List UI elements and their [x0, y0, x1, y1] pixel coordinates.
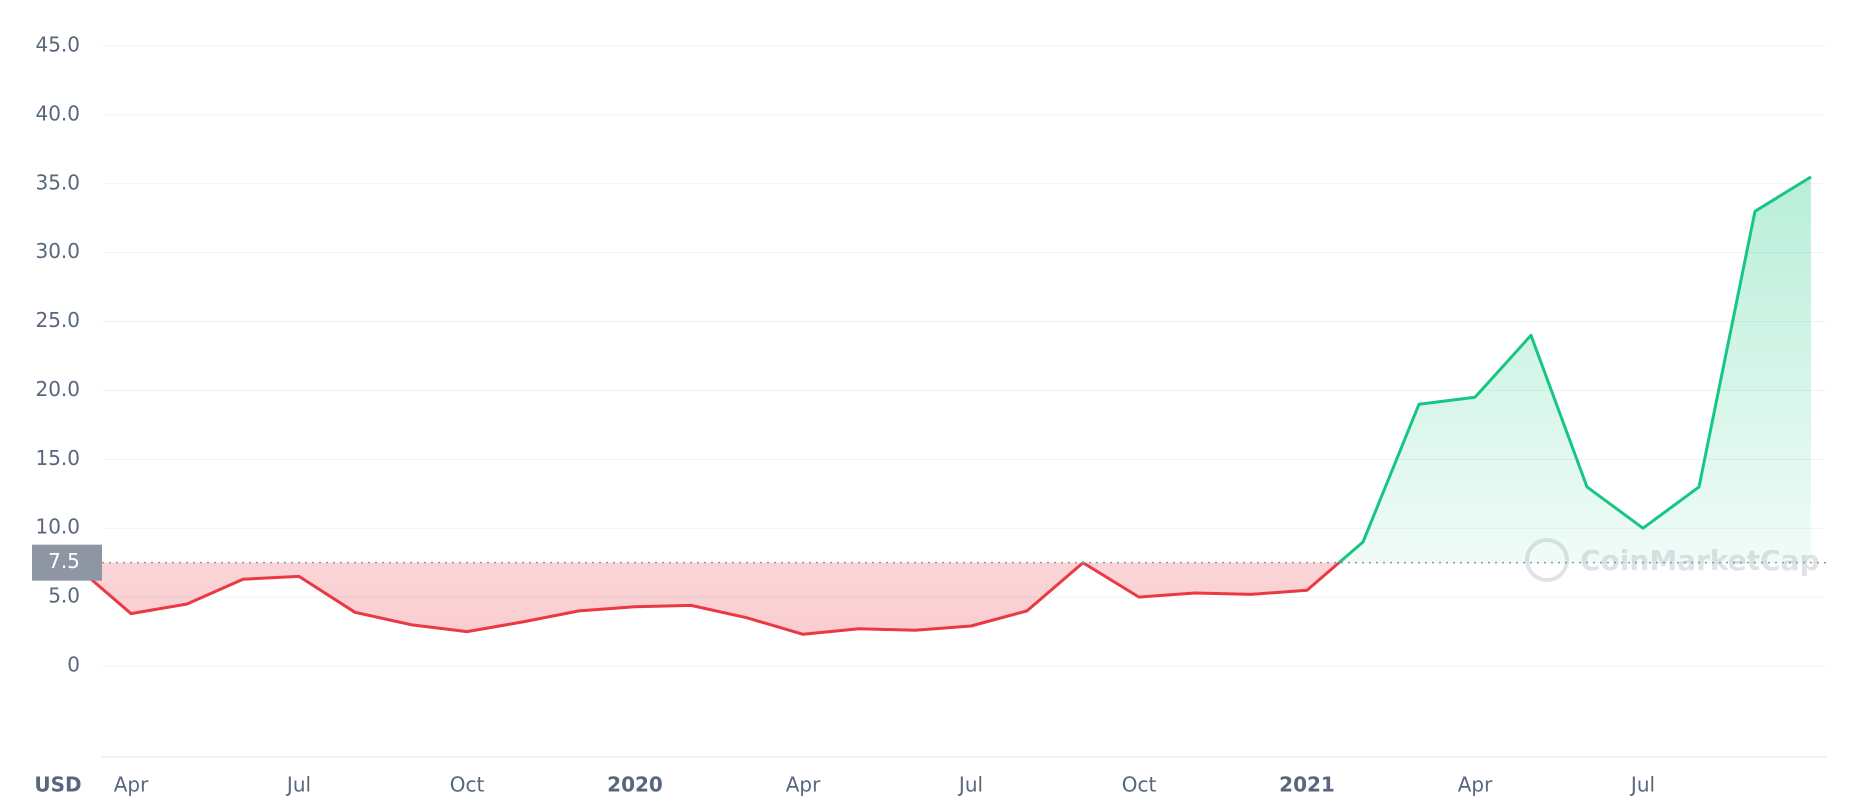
x-tick-label: Oct	[450, 773, 485, 797]
area-down	[75, 562, 1811, 635]
y-tick-label: 10.0	[35, 515, 80, 539]
x-tick-label: Jul	[285, 773, 311, 797]
x-tick-label: 2021	[1279, 773, 1335, 797]
y-tick-label: 35.0	[35, 170, 80, 194]
x-tick-label: Apr	[786, 773, 821, 797]
x-tick-label: Jul	[957, 773, 983, 797]
y-tick-label: 20.0	[35, 377, 80, 401]
y-tick-label: 40.0	[35, 101, 80, 125]
area-up	[1338, 176, 1811, 563]
y-tick-label: 5.0	[48, 584, 80, 608]
x-tick-label: Apr	[114, 773, 149, 797]
x-tick-label: Jul	[1629, 773, 1655, 797]
baseline-box	[32, 544, 102, 581]
price-line-down	[74, 562, 1342, 636]
x-tick-label: 2020	[607, 773, 663, 797]
currency-label: USD	[34, 773, 81, 797]
baseline-label: 7.5	[48, 549, 80, 573]
x-tick-label: Oct	[1122, 773, 1157, 797]
y-tick-label: 45.0	[35, 33, 80, 57]
x-tick-label: Apr	[1458, 773, 1493, 797]
y-tick-label: 30.0	[35, 239, 80, 263]
y-tick-label: 25.0	[35, 308, 80, 332]
y-tick-label: 15.0	[35, 446, 80, 470]
price-line-up	[1080, 175, 1812, 563]
y-tick-label: 0	[67, 653, 80, 677]
